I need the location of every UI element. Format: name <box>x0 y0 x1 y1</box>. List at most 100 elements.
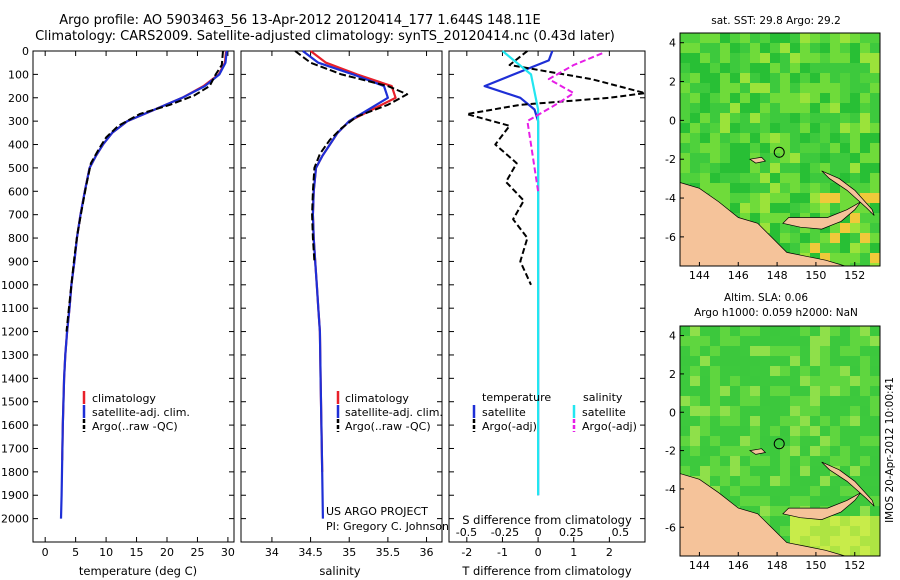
map-cell <box>790 223 800 233</box>
map-cell <box>750 376 760 386</box>
map-cell <box>800 193 810 203</box>
map-cell <box>700 143 710 153</box>
sla-map: 144 146 148 150 152 4 2 0 -2 -4 -6 <box>665 325 881 572</box>
y-tick-label: 1500 <box>1 396 29 409</box>
map-cell <box>720 173 730 183</box>
map-cell <box>790 486 800 496</box>
map-cell <box>870 466 880 476</box>
map-cell <box>820 516 830 526</box>
map-cell <box>690 396 700 406</box>
map-cell <box>780 43 790 53</box>
map-cell <box>710 446 720 456</box>
map-cell <box>760 133 770 143</box>
map-cell <box>810 326 820 336</box>
map-cell <box>760 326 770 336</box>
map-cell <box>870 163 880 173</box>
map-cell <box>730 63 740 73</box>
map-cell <box>790 113 800 123</box>
map-cell <box>760 43 770 53</box>
map-cell <box>730 376 740 386</box>
map-y-tick-label: 2 <box>669 76 676 89</box>
map-cell <box>680 346 690 356</box>
credit-pi: PI: Gregory C. Johnson <box>326 520 449 533</box>
map-cell <box>860 203 870 213</box>
map-cell <box>840 506 850 516</box>
map-cell <box>850 163 860 173</box>
map-cell <box>800 123 810 133</box>
map-cell <box>730 336 740 346</box>
map-x-tick-label: 152 <box>844 559 865 572</box>
map-cell <box>850 133 860 143</box>
map-cell <box>790 63 800 73</box>
map-cell <box>760 416 770 426</box>
map-cell <box>820 526 830 536</box>
map-cell <box>820 406 830 416</box>
map-cell <box>760 73 770 83</box>
map-cell <box>740 486 750 496</box>
map-cell <box>780 436 790 446</box>
map-cell <box>750 53 760 63</box>
map-cell <box>770 406 780 416</box>
map-cell <box>860 546 870 556</box>
map-cell <box>770 73 780 83</box>
map-cell <box>850 63 860 73</box>
map-cell <box>860 93 870 103</box>
map-cell <box>870 336 880 346</box>
map-cell <box>780 183 790 193</box>
map-cell <box>810 496 820 506</box>
map-cell <box>740 356 750 366</box>
map-cell <box>770 143 780 153</box>
map-cell <box>810 123 820 133</box>
map-cell <box>730 133 740 143</box>
map-x-tick-label: 146 <box>728 269 749 282</box>
map-cell <box>860 53 870 63</box>
map-cell <box>730 386 740 396</box>
map-cell <box>840 526 850 536</box>
map-cell <box>820 386 830 396</box>
map-cell <box>770 396 780 406</box>
land-manus <box>748 448 767 455</box>
map-cell <box>700 386 710 396</box>
map-cell <box>680 416 690 426</box>
map-cell <box>750 33 760 43</box>
map-cell <box>720 416 730 426</box>
map-cell <box>850 486 860 496</box>
map-cell <box>690 173 700 183</box>
map-cell <box>840 336 850 346</box>
map-cell <box>690 406 700 416</box>
legend-label-satellite: satellite-adj. clim. <box>345 406 443 419</box>
map-cell <box>740 426 750 436</box>
map-cell <box>730 496 740 506</box>
map-cell <box>720 396 730 406</box>
map-cell <box>750 183 760 193</box>
map-cell <box>750 456 760 466</box>
map-cell <box>870 506 880 516</box>
map-cell <box>800 73 810 83</box>
x-tick-label: 25 <box>190 546 204 559</box>
map-cell <box>850 366 860 376</box>
x-tick-label: 15 <box>130 546 144 559</box>
map-cell <box>710 456 720 466</box>
map-cell <box>690 326 700 336</box>
map-cell <box>750 386 760 396</box>
map-cell <box>870 233 880 243</box>
map-cell <box>750 416 760 426</box>
map-cell <box>800 143 810 153</box>
map-cell <box>790 336 800 346</box>
map-cell <box>840 426 850 436</box>
map-cell <box>840 223 850 233</box>
map-cell <box>860 406 870 416</box>
map-cell <box>850 113 860 123</box>
map-cell <box>770 123 780 133</box>
map-cell <box>790 536 800 546</box>
x-tick-label: 30 <box>221 546 235 559</box>
map-cell <box>740 456 750 466</box>
map-cell <box>850 356 860 366</box>
map-cell <box>710 123 720 133</box>
map-cell <box>820 496 830 506</box>
map-cell <box>860 536 870 546</box>
map-cell <box>800 53 810 63</box>
map-cell <box>850 476 860 486</box>
map-cell <box>690 123 700 133</box>
map-cell <box>810 43 820 53</box>
